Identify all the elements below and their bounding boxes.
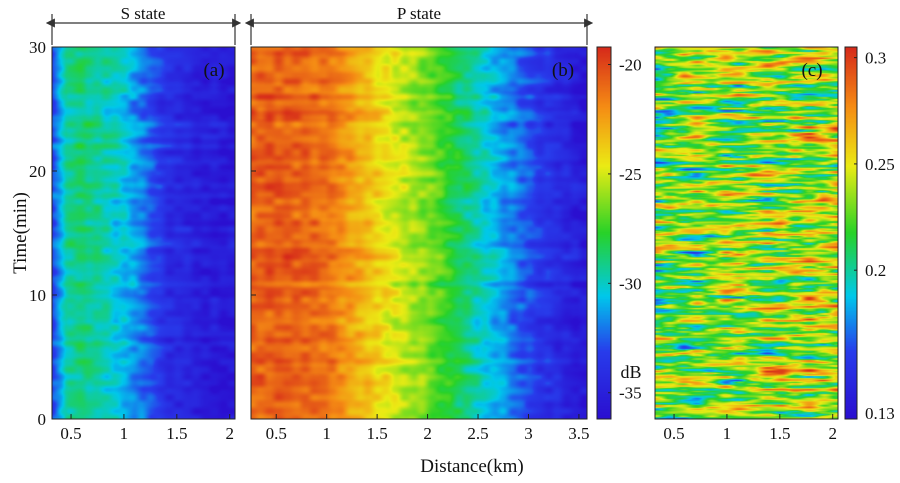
colorbar-db-gradient [597, 47, 611, 419]
panel-c-heatmap-frame [655, 47, 838, 419]
colorbar-db-ticks: -20 -25 -30 -35 [608, 56, 642, 403]
colorbar-c: 0.3 0.25 0.2 0.13 [844, 46, 895, 423]
panel-b-label: (b) [552, 60, 574, 81]
panel-a-y-tick-label: 0 [38, 410, 47, 429]
panel-b-x-tick-label: 1.5 [367, 424, 388, 443]
panel-c-x-tick-label: 2 [828, 424, 837, 443]
colorbar-c-tick-label: 0.25 [865, 155, 895, 174]
panel-b-heatmap-frame [251, 47, 587, 419]
panel-a-header: S state [45, 4, 242, 45]
panel-a-x-tick-label: 1.5 [166, 424, 187, 443]
panel-b-x-tick-label: 0.5 [266, 424, 287, 443]
panel-c: (c) 0.5 1 1.5 2 [654, 46, 839, 443]
panel-a-y-ticks: 0 10 20 30 [29, 38, 57, 429]
colorbar-db-tick-label: -20 [619, 56, 642, 75]
colorbar-db-tick-label: -25 [619, 165, 642, 184]
panel-a-x-tick-label: 0.5 [60, 424, 81, 443]
colorbar-db-tick-label: -30 [619, 274, 642, 293]
panel-b-x-tick-label: 1 [322, 424, 331, 443]
panel-a-y-tick-label: 30 [29, 38, 46, 57]
colorbar-c-tick-label: 0.3 [865, 49, 886, 68]
panel-b-y-ticks [251, 46, 256, 420]
x-axis-label: Distance(km) [420, 456, 523, 477]
panel-b-x-ticks: 0.5 1 1.5 2 2.5 3 3.5 [266, 414, 590, 443]
colorbar-db-unit: dB [620, 362, 641, 382]
panel-a-x-tick-label: 2 [225, 424, 234, 443]
panel-b-x-tick-label: 3.5 [568, 424, 589, 443]
colorbar-db: -20 -25 -30 -35 dB [596, 46, 642, 420]
panel-a-header-label: S state [121, 4, 166, 23]
panel-b-header-label: P state [397, 4, 441, 23]
colorbar-c-tick-label: 0.13 [865, 404, 895, 423]
panel-a-heatmap [52, 47, 235, 419]
panel-b: P state (b) 0.5 1 1.5 2 2.5 3 3.5 [244, 4, 594, 443]
panel-b-x-tick-label: 2 [423, 424, 432, 443]
panel-a: S state (a) 0 10 20 30 0.5 1 1.5 2 [29, 4, 242, 443]
panel-a-label: (a) [203, 60, 224, 81]
colorbar-c-gradient [845, 47, 857, 419]
panel-a-x-ticks: 0.5 1 1.5 2 [60, 414, 234, 443]
colorbar-c-ticks: 0.3 0.25 0.2 0.13 [854, 49, 895, 423]
panel-b-x-tick-label: 2.5 [467, 424, 488, 443]
panel-b-header: P state [244, 4, 594, 45]
y-axis-label: Time(min) [10, 192, 31, 274]
panel-a-heatmap-frame [52, 47, 235, 419]
panel-c-x-ticks: 0.5 1 1.5 2 [663, 414, 837, 443]
colorbar-db-tick-label: -35 [619, 384, 642, 403]
panel-a-x-tick-label: 1 [120, 424, 129, 443]
colorbar-c-tick-label: 0.2 [865, 261, 886, 280]
panel-b-heatmap [251, 47, 587, 419]
panel-c-x-tick-label: 0.5 [663, 424, 684, 443]
panel-a-y-tick-label: 20 [29, 162, 46, 181]
panel-b-x-tick-label: 3 [524, 424, 533, 443]
panel-c-heatmap [655, 47, 838, 419]
panel-c-x-tick-label: 1 [723, 424, 732, 443]
panel-c-x-tick-label: 1.5 [769, 424, 790, 443]
panel-a-y-tick-label: 10 [29, 286, 46, 305]
panel-c-label: (c) [801, 60, 822, 81]
